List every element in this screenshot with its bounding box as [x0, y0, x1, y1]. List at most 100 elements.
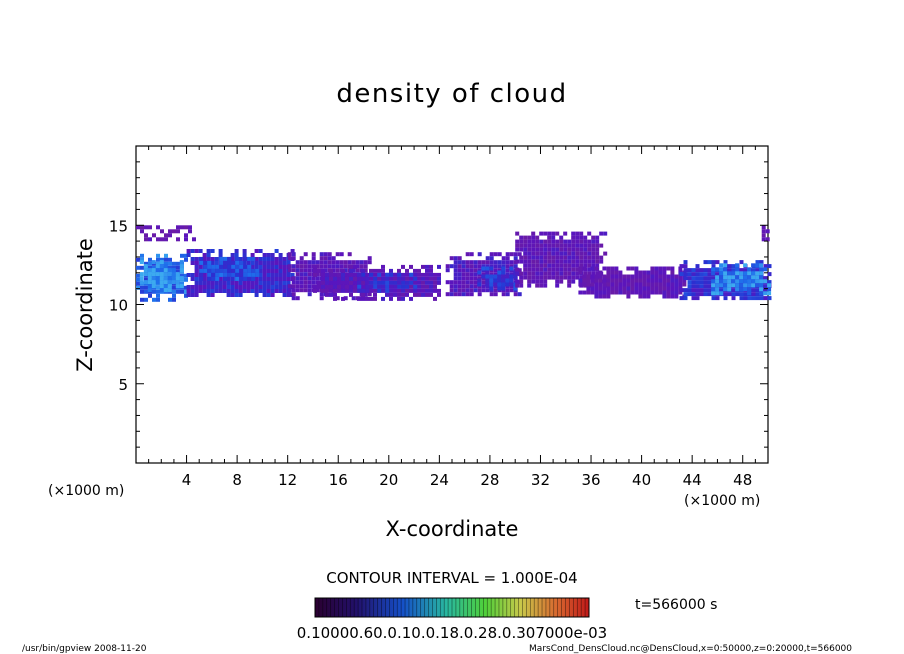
cloud-cell [493, 274, 498, 279]
cloud-cell [602, 286, 607, 291]
cloud-cell [329, 288, 333, 293]
cloud-cell [622, 286, 627, 291]
cloud-cell [751, 271, 756, 276]
cloud-cell [638, 274, 643, 279]
cloud-cell [381, 276, 386, 281]
cloud-cell [397, 292, 401, 297]
cloud-cell [319, 296, 324, 301]
cloud-cell [755, 292, 760, 297]
cloud-cell [159, 272, 164, 277]
cloud-cell [571, 251, 576, 256]
cloud-cell [571, 239, 576, 244]
cloud-cell [539, 251, 544, 256]
cloud-cell [168, 265, 172, 270]
cloud-cell [473, 272, 478, 277]
cloud-cell [214, 281, 219, 285]
cloud-cell [159, 288, 164, 293]
cloud-cell [679, 288, 684, 293]
cloud-cell [543, 271, 548, 276]
cloud-cell [531, 235, 536, 240]
cloud-cell [578, 266, 583, 271]
cloud-cell [739, 275, 744, 280]
cloud-cell [227, 256, 232, 261]
cloud-cell [501, 260, 506, 265]
cloud-cell [156, 285, 160, 290]
cloud-cell [389, 284, 394, 289]
cloud-cell [535, 251, 540, 256]
cloud-cell [194, 249, 199, 253]
cloud-cell [587, 251, 592, 256]
cloud-cell [247, 268, 252, 273]
cloud-cell [650, 274, 655, 279]
cloud-cell [333, 280, 337, 285]
cloud-cell [223, 260, 228, 265]
cloud-cell [493, 260, 498, 265]
cloud-cell [287, 252, 292, 257]
cloud-cell [579, 275, 584, 280]
cloud-cell [385, 272, 390, 277]
cloud-cell [583, 239, 588, 244]
cloud-cell [586, 278, 591, 283]
cloud-cell [626, 278, 631, 283]
cloud-cell [763, 276, 768, 281]
cloud-cell [155, 264, 160, 269]
cloud-cell [184, 289, 188, 294]
cloud-cell [571, 255, 576, 260]
cloud-cell [591, 259, 596, 264]
cloud-cell [331, 260, 336, 265]
cloud-cell [226, 289, 231, 293]
cloud-cell [505, 256, 510, 261]
cloud-cell [223, 276, 228, 281]
cloud-cell [634, 274, 639, 279]
cloud-cell [539, 239, 544, 244]
cloud-cell [184, 237, 188, 242]
cloud-cell [602, 282, 607, 287]
cloud-cell [461, 280, 466, 285]
cloud-cell [457, 268, 462, 273]
cloud-cell [575, 239, 580, 244]
cloud-cell [319, 252, 324, 257]
cloud-cell [551, 263, 556, 268]
cloud-cell [198, 281, 203, 285]
cloud-cell [618, 290, 623, 295]
cloud-cell [731, 275, 736, 280]
cloud-cell [151, 260, 156, 265]
cloud-cell [571, 263, 576, 268]
cloud-cell [274, 289, 279, 293]
cloud-cell [381, 296, 385, 301]
cloud-cell [159, 260, 164, 265]
cloud-cell [409, 296, 413, 301]
cloud-cell [515, 247, 520, 252]
cloud-cell [509, 252, 514, 257]
cloud-cell [567, 263, 572, 268]
cloud-cell [311, 252, 316, 257]
cloud-cell [247, 256, 252, 261]
cloud-cell [389, 268, 393, 273]
cloud-cell [687, 292, 692, 297]
cloud-cell [425, 276, 429, 281]
cloud-cell [262, 261, 267, 265]
cloud-cell [551, 255, 556, 260]
cloud-cell [413, 292, 417, 297]
cloud-cell [594, 274, 599, 279]
cloud-cell [361, 288, 366, 293]
cloud-cell [703, 280, 708, 285]
cloud-cell [563, 267, 568, 272]
cloud-cell [587, 255, 592, 260]
cloud-cell [349, 284, 353, 289]
cloud-cell [650, 278, 655, 283]
cloud-cell [501, 286, 506, 291]
cloud-cell [638, 290, 643, 295]
cloud-cell [327, 264, 332, 269]
cloud-cell [299, 276, 304, 281]
cloud-cell [409, 276, 413, 281]
cloud-cell [453, 280, 458, 285]
cloud-cell [139, 260, 144, 265]
cloud-cell [594, 266, 599, 271]
cloud-cell [505, 278, 510, 283]
cloud-cell [493, 264, 498, 269]
cloud-cell [497, 260, 502, 265]
cloud-cell [243, 256, 248, 261]
cloud-cell [501, 270, 506, 275]
cloud-cell [179, 276, 184, 281]
